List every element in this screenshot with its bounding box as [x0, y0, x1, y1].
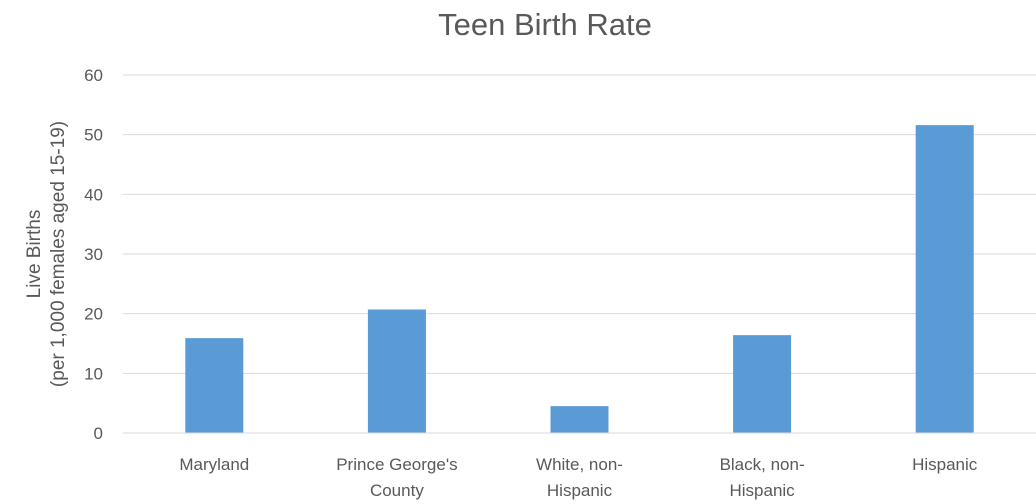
y-axis-label-line-1: Live Births — [24, 210, 45, 299]
bar — [185, 338, 244, 433]
x-tick-label-line: County — [370, 481, 424, 500]
x-tick-label-line: Hispanic — [729, 481, 795, 500]
y-tick-label: 60 — [84, 66, 103, 85]
y-tick-label: 0 — [94, 424, 103, 443]
x-tick-label-line: Hispanic — [547, 481, 613, 500]
bar — [915, 125, 974, 434]
x-tick-label-line: White, non- — [536, 455, 623, 474]
y-tick-label: 30 — [84, 245, 103, 264]
y-axis-label-line-2: (per 1,000 females aged 15-19) — [48, 121, 69, 387]
x-tick-label: Maryland — [179, 455, 249, 474]
y-tick-label: 10 — [84, 364, 103, 383]
x-axis-ticks: Maryland Prince George's County White, non-… — [179, 455, 977, 500]
x-tick-label-line: Prince George's — [336, 455, 457, 474]
grid — [123, 74, 1036, 374]
y-axis-label: Live Births (per 1,000 females aged 15-1… — [24, 121, 69, 387]
x-tick-label: Black, non- Hispanic — [720, 455, 805, 500]
y-tick-label: 40 — [84, 185, 103, 204]
chart-title: Teen Birth Rate — [438, 7, 652, 42]
x-tick-label: Prince George's County — [336, 455, 457, 500]
x-tick-label-line: Black, non- — [720, 455, 805, 474]
y-tick-label: 50 — [84, 126, 103, 145]
x-tick-label-line: Hispanic — [912, 455, 978, 474]
bar — [550, 406, 609, 433]
x-tick-label: Hispanic — [912, 455, 978, 474]
y-tick-label: 20 — [84, 305, 103, 324]
x-tick-label: White, non- Hispanic — [536, 455, 623, 500]
x-tick-label-line: Maryland — [179, 455, 249, 474]
bar — [367, 309, 426, 433]
bar — [733, 335, 792, 433]
bars — [185, 125, 974, 434]
y-axis-ticks: 0 10 20 30 40 50 60 — [84, 66, 103, 443]
